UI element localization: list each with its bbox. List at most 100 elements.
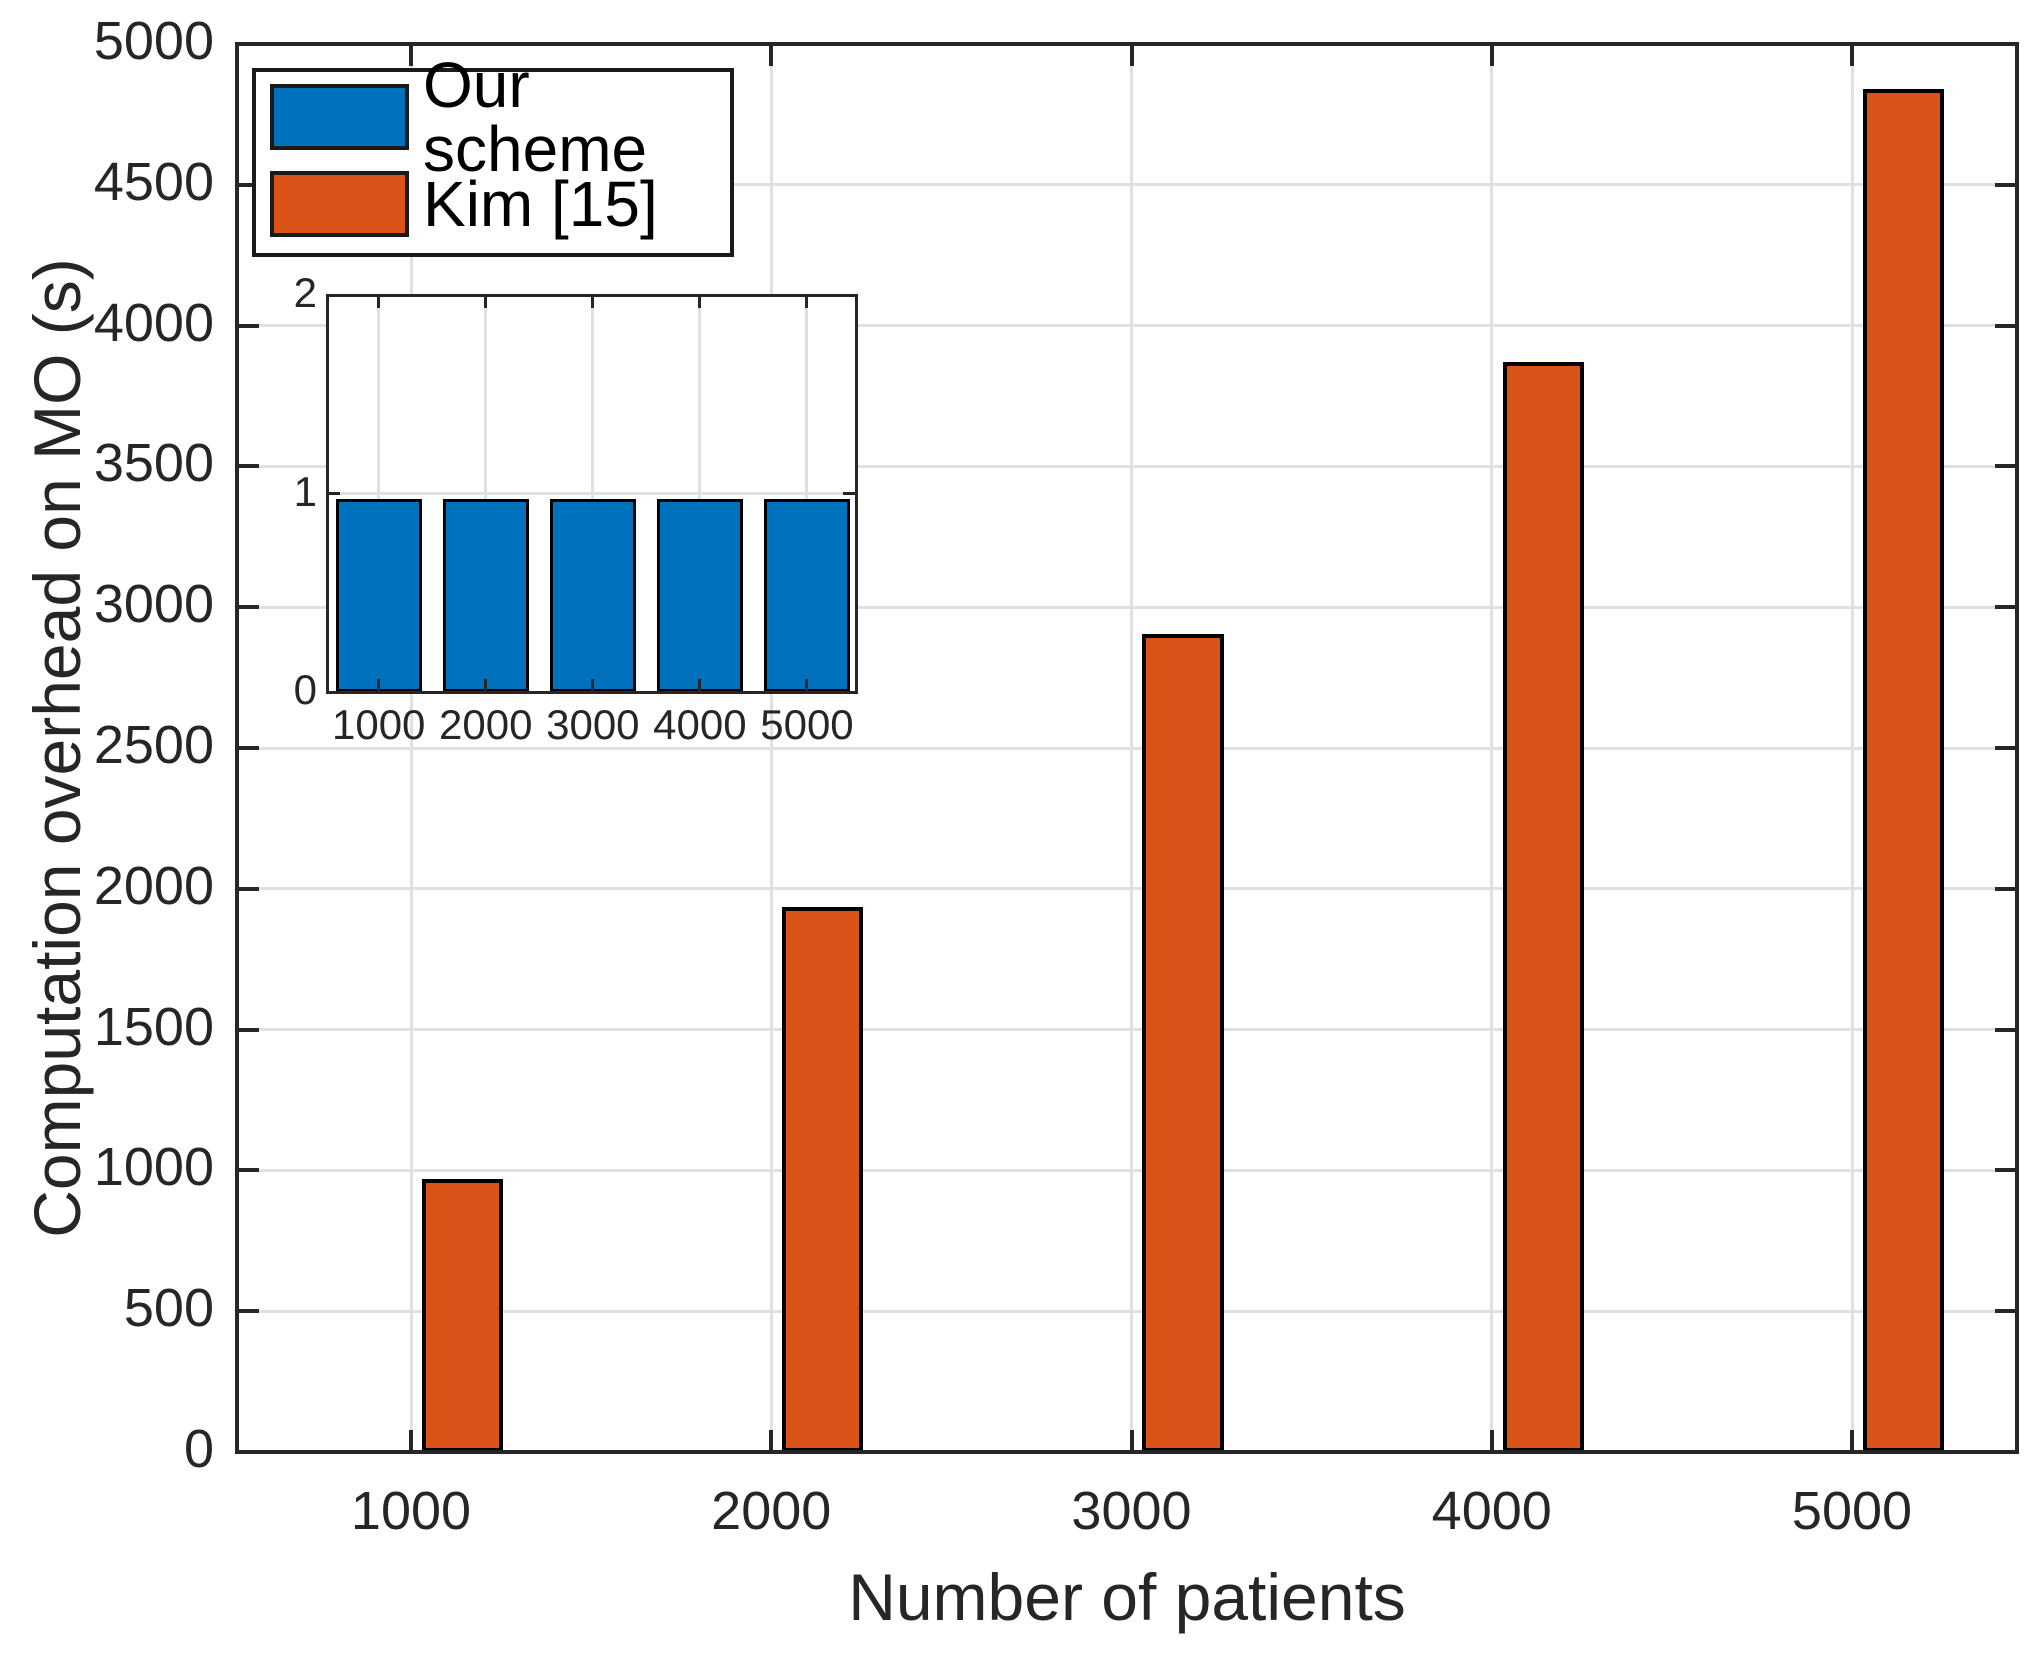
x-tick-label-1000: 1000 xyxy=(331,701,426,748)
axis-tick xyxy=(1995,605,2017,610)
axis-tick xyxy=(237,42,259,46)
bar-our-scheme-5000 xyxy=(764,499,850,692)
axis-tick xyxy=(237,886,259,891)
axis-tick xyxy=(698,679,702,692)
grid-line xyxy=(237,324,2017,328)
axis-tick xyxy=(327,293,340,297)
axis-tick xyxy=(769,44,774,66)
grid-line xyxy=(237,887,2017,891)
grid-line xyxy=(237,464,2017,468)
axis-tick xyxy=(805,295,809,308)
axis-tick xyxy=(237,746,259,750)
grid-line xyxy=(409,44,413,1452)
bar-kim-15-1000 xyxy=(421,1179,504,1452)
axis-tick xyxy=(1995,42,2017,46)
y-tick-label-0: 0 xyxy=(183,1418,214,1479)
x-tick-label-5000: 5000 xyxy=(1791,1481,1913,1541)
axis-tick xyxy=(237,1168,259,1173)
grid-line xyxy=(237,1028,2017,1032)
axis-tick xyxy=(1489,1430,1494,1452)
axis-tick xyxy=(769,1430,774,1452)
axis-tick xyxy=(698,295,702,308)
grid-line xyxy=(1850,44,1854,1452)
grid-line xyxy=(237,183,2017,187)
axis-tick xyxy=(1995,182,2017,187)
axis-tick xyxy=(1995,1450,2017,1454)
y-tick-label-5000: 5000 xyxy=(93,10,214,71)
axis-tick xyxy=(843,690,856,694)
grid-line xyxy=(1130,44,1133,1452)
grid-line xyxy=(237,1309,2017,1313)
bar-kim-15-4000 xyxy=(1502,361,1584,1452)
axis-tick xyxy=(591,679,595,692)
x-axis-label: Number of patients xyxy=(848,1560,1406,1634)
x-tick-label-3000: 3000 xyxy=(546,701,640,748)
x-tick-label-4000: 4000 xyxy=(1431,1481,1552,1541)
grid-line xyxy=(237,746,2017,750)
bar-kim-15-2000 xyxy=(782,906,864,1452)
axis-tick xyxy=(1129,1430,1134,1452)
axis-tick xyxy=(237,1309,259,1314)
axis-tick xyxy=(237,1450,259,1454)
x-tick-label-1000: 1000 xyxy=(350,1481,472,1541)
axis-tick xyxy=(1489,44,1494,66)
axis-tick xyxy=(805,679,809,692)
axis-tick xyxy=(1995,1309,2017,1314)
axis-tick xyxy=(237,182,259,187)
axis-tick xyxy=(484,679,488,692)
axis-tick xyxy=(377,679,381,692)
x-tick-label-2000: 2000 xyxy=(711,1481,832,1541)
axis-tick xyxy=(843,492,856,495)
legend-entry-our-scheme: Our scheme xyxy=(270,53,730,181)
axis-tick xyxy=(409,1430,413,1452)
y-tick-label-2000: 2000 xyxy=(93,855,214,916)
axis-tick xyxy=(409,44,413,66)
axis-tick xyxy=(237,605,259,610)
axis-tick xyxy=(1850,1430,1854,1452)
legend-entry-kim-15: Kim [15] xyxy=(270,171,658,237)
bar-our-scheme-1000 xyxy=(335,499,422,692)
grid-line xyxy=(237,1168,2017,1172)
x-tick-label-2000: 2000 xyxy=(439,701,533,748)
axis-tick xyxy=(237,323,259,328)
legend: Our scheme Kim [15] xyxy=(252,53,734,257)
axis-tick xyxy=(1995,464,2017,469)
axis-tick xyxy=(237,1027,259,1032)
legend-swatch-kim-15 xyxy=(270,171,409,237)
axis-tick xyxy=(1995,1168,2017,1173)
grid-line xyxy=(591,295,595,692)
x-tick-label-5000: 5000 xyxy=(760,701,854,748)
axis-tick xyxy=(591,295,595,308)
y-tick-label-2: 2 xyxy=(293,269,317,317)
axis-tick xyxy=(1995,1027,2017,1032)
y-tick-label-2500: 2500 xyxy=(93,714,214,775)
y-tick-label-3000: 3000 xyxy=(93,574,214,635)
grid-line xyxy=(484,295,488,692)
grid-line xyxy=(237,605,2017,609)
legend-label: Kim [15] xyxy=(423,168,658,240)
bar-our-scheme-2000 xyxy=(442,499,529,692)
bar-our-scheme-4000 xyxy=(657,499,743,692)
axis-tick xyxy=(843,293,856,297)
y-tick-label-1500: 1500 xyxy=(93,996,214,1057)
grid-line xyxy=(1490,44,1494,1452)
y-tick-label-4000: 4000 xyxy=(93,292,214,353)
y-tick-label-0: 0 xyxy=(293,666,317,714)
legend-label: Our scheme xyxy=(423,49,648,185)
y-tick-label-4500: 4500 xyxy=(93,151,214,212)
y-tick-label-500: 500 xyxy=(123,1278,214,1339)
axis-tick xyxy=(237,464,259,469)
grid-line xyxy=(377,295,381,692)
grid-line xyxy=(769,44,773,1452)
bar-kim-15-5000 xyxy=(1862,89,1945,1452)
y-tick-label-1000: 1000 xyxy=(93,1137,214,1198)
axis-tick xyxy=(327,492,340,495)
grid-line xyxy=(698,295,702,692)
axis-tick xyxy=(377,295,381,308)
bar-our-scheme-3000 xyxy=(550,499,636,692)
grid-line xyxy=(805,295,809,692)
x-tick-label-4000: 4000 xyxy=(653,701,747,748)
axis-tick xyxy=(1995,746,2017,750)
axis-tick xyxy=(1850,44,1854,66)
